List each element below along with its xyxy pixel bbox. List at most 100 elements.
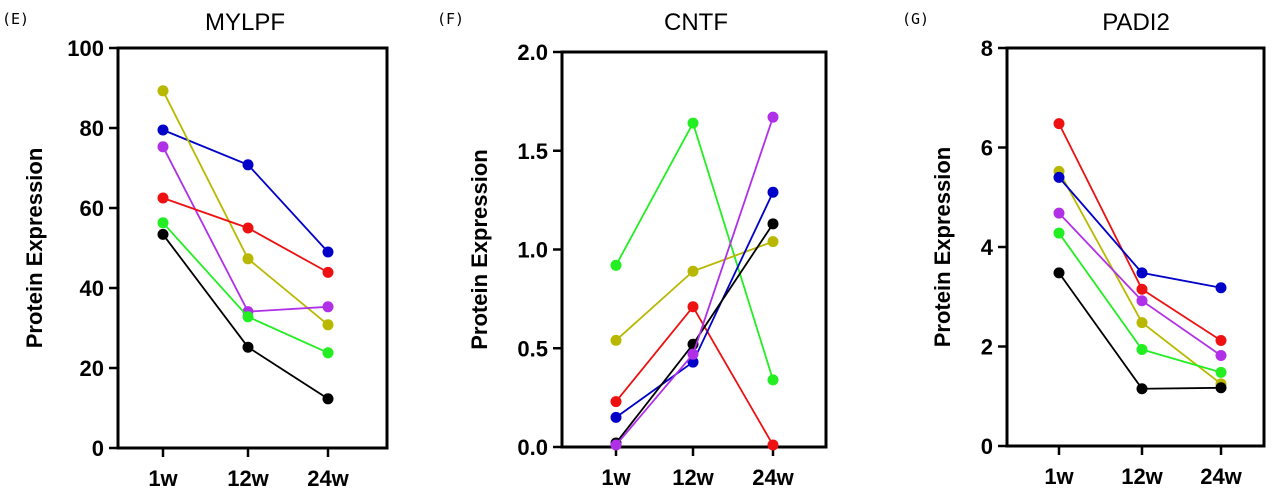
y-tick-label: 80 [80,116,104,141]
x-tick-label: 24w [1200,464,1242,489]
data-point [1053,118,1065,130]
series-line [162,90,329,326]
data-point [1053,171,1065,183]
data-point [687,265,699,277]
series-5 [610,111,779,451]
data-point [767,218,779,230]
data-point [322,246,334,258]
panel-letter: (G) [902,10,929,28]
data-point [157,124,169,136]
y-tick-label: 1.5 [517,139,548,164]
data-point [1053,207,1065,219]
data-point [767,111,779,123]
data-point [610,439,622,451]
series-5 [157,228,334,405]
series-2 [1053,171,1227,294]
plot-frame [116,46,389,450]
chart-panel-padi2: (G) PADI2 Protein Expression 0 2 4 6 8 1w 12w 24w [902,9,1266,489]
data-point [610,411,622,423]
y-tick-label: 0 [981,434,993,459]
series-line [615,240,774,342]
y-tick-label: 6 [981,136,993,161]
data-point [687,301,699,313]
series-line [615,305,774,446]
series-3 [610,186,779,423]
y-tick-label: 0.0 [517,435,548,460]
data-point [1215,282,1227,294]
series-2 [610,301,779,451]
data-point [1053,267,1065,279]
data-point [1215,349,1227,361]
data-point [322,347,334,359]
data-point [242,341,254,353]
x-tick-label: 12w [672,465,714,490]
data-point [687,117,699,129]
chart-panel-cntf: (F) CNTF Protein Expression 0.0 0.5 1.0 1.5 2.0… [437,9,828,490]
data-point [242,253,254,265]
x-tick-label: 24w [752,465,794,490]
y-tick-label: 60 [80,196,104,221]
series-1 [610,236,779,346]
data-point [242,222,254,234]
data-point [322,301,334,313]
chart-title: MYLPF [205,9,285,36]
data-point [610,259,622,271]
y-axis-label: Protein Expression [22,148,47,349]
series-3 [1053,207,1227,361]
data-point [157,141,169,153]
series-0 [157,124,334,258]
data-point [1215,366,1227,378]
data-point [157,192,169,204]
data-point [687,348,699,360]
series-3 [157,192,334,278]
y-tick-label: 2.0 [517,40,548,65]
data-point [322,266,334,278]
data-point [1136,267,1148,279]
y-tick-label: 100 [67,36,104,61]
data-point [322,319,334,331]
data-point [242,311,254,323]
data-point [157,85,169,97]
series-4 [157,217,334,359]
data-point [610,334,622,346]
data-point [1136,343,1148,355]
series-5 [1053,267,1227,395]
series-4 [610,218,779,449]
series-1 [157,85,334,331]
series-line [615,116,774,446]
data-point [767,439,779,451]
x-tick-label: 1w [148,466,178,491]
series-line [162,222,329,354]
data-point [1136,383,1148,395]
plot-frame [560,50,828,449]
data-point [610,396,622,408]
x-tick-label: 1w [601,465,631,490]
x-tick-label: 1w [1044,464,1074,489]
series-4 [1053,227,1227,378]
data-point [1136,283,1148,295]
x-tick-label: 12w [227,466,269,491]
data-point [322,393,334,405]
y-tick-label: 20 [80,356,104,381]
data-point [1136,317,1148,329]
x-tick-label: 24w [307,466,349,491]
y-axis-label: Protein Expression [930,147,955,348]
y-tick-label: 1.0 [517,238,548,263]
data-point [767,186,779,198]
y-tick-label: 4 [981,235,994,260]
data-point [767,236,779,248]
data-point [1215,335,1227,347]
panel-letter: (F) [437,10,464,28]
chart-panel-mylpf: (E) MYLPF Protein Expression 0 20 40 60 80 100 1w… [2,9,389,491]
y-tick-label: 40 [80,276,104,301]
series-line [162,129,329,253]
series-line [615,223,774,444]
y-tick-label: 2 [981,335,993,360]
data-point [1136,295,1148,307]
y-tick-label: 8 [981,36,993,61]
chart-title: PADI2 [1102,9,1170,36]
data-point [1053,227,1065,239]
panel-letter: (E) [2,10,29,28]
data-point [767,374,779,386]
